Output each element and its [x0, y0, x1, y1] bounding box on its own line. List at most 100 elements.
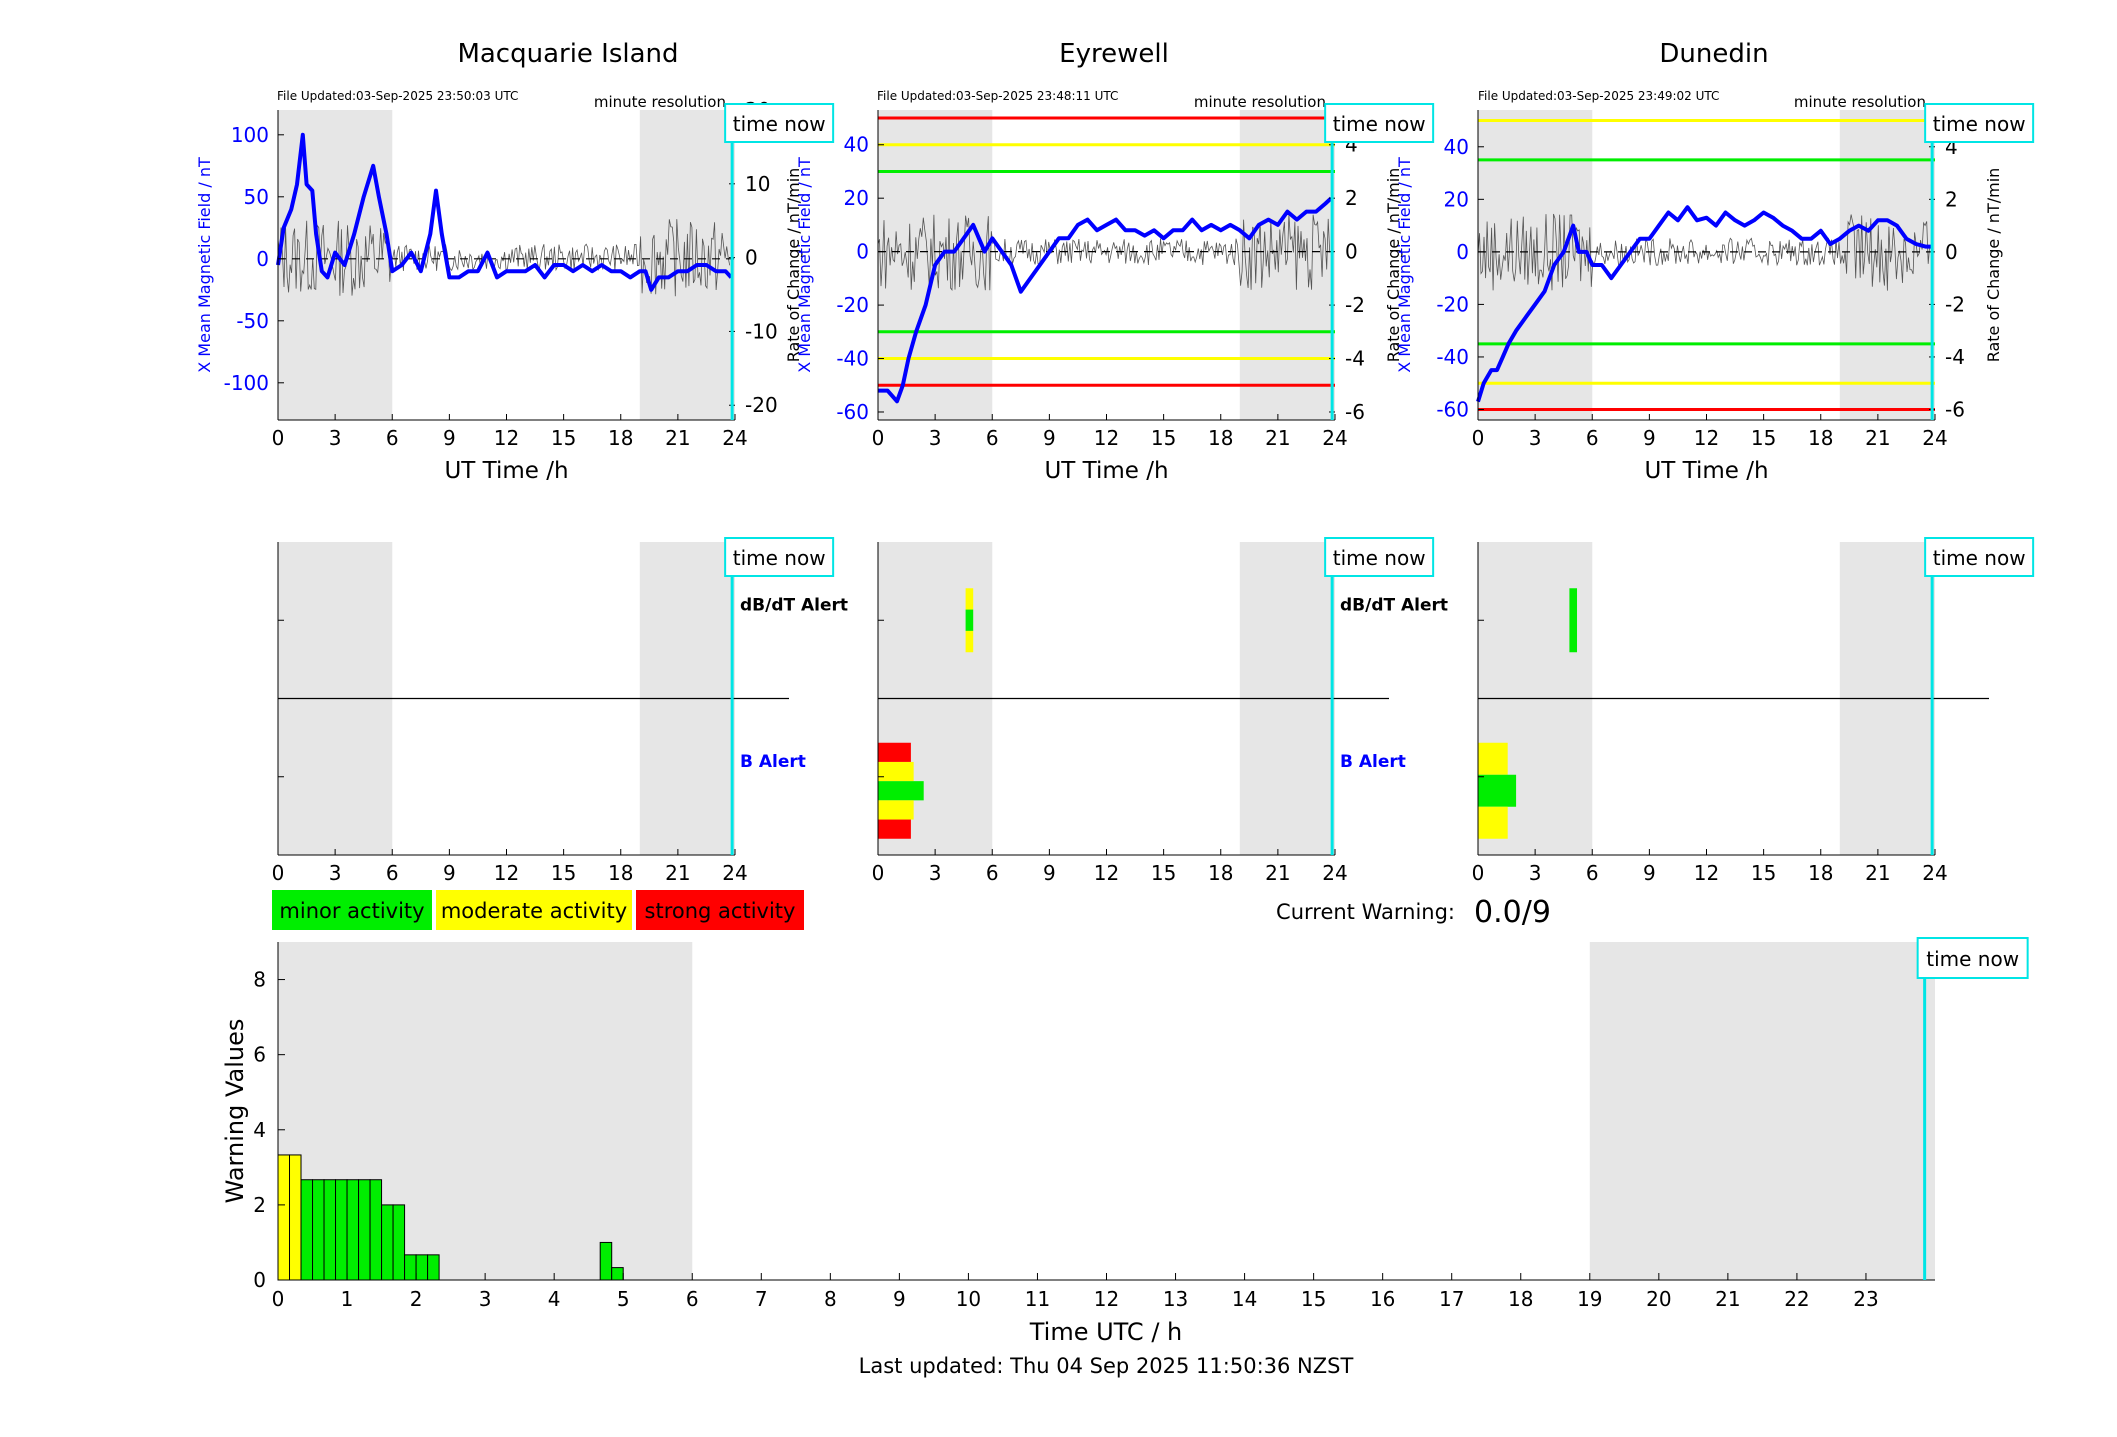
warning-bar [312, 1179, 325, 1281]
y-tick-label: 8 [253, 968, 266, 992]
warning-bar [392, 1204, 406, 1281]
x-tick-label: 1 [341, 1287, 354, 1311]
x-tick-label: 12 [1094, 861, 1119, 885]
y-tick-label: -100 [224, 371, 269, 395]
x-tick-label: 6 [386, 861, 399, 885]
x-tick-label: 21 [665, 861, 690, 885]
warning-x-label: Time UTC / h [1029, 1318, 1183, 1346]
y2-tick-label: 2 [1345, 186, 1358, 210]
last-updated-footer: Last updated: Thu 04 Sep 2025 11:50:36 N… [859, 1354, 1354, 1378]
x-tick-label: 11 [1025, 1287, 1050, 1311]
x-tick-label: 24 [1322, 426, 1347, 450]
warning-bar [289, 1154, 302, 1281]
panel-dunedin: Dunedin File Updated:03-Sep-2025 23:49:0… [1395, 39, 2035, 885]
x-tick-label: 15 [1301, 1287, 1326, 1311]
current-warning: Current Warning: 0.0/9 [1276, 895, 1551, 930]
time-now-box [1324, 103, 1435, 143]
x-tick-label: 3 [329, 861, 342, 885]
x-tick-label: 23 [1853, 1287, 1878, 1311]
x-tick-label: 13 [1163, 1287, 1188, 1311]
x-tick-label: 18 [1508, 1287, 1533, 1311]
b-alert-block [878, 819, 911, 839]
y2-tick-label: -4 [1345, 347, 1365, 371]
warning-bar [346, 1179, 360, 1281]
y-axis-left-label: X Mean Magnetic Field / nT [795, 157, 814, 373]
x-tick-label: 21 [1865, 861, 1890, 885]
legend-swatch-strong [636, 890, 804, 930]
x-tick-label: 17 [1439, 1287, 1464, 1311]
activity-macquarie: 0 3 6 9 12 15 18 21 24 dB/dT Alert B Alert time now [272, 537, 848, 885]
x-tick-label: 5 [617, 1287, 630, 1311]
y-tick-label: -40 [836, 347, 869, 371]
x-tick-label: 21 [1265, 861, 1290, 885]
y-tick-label: 50 [244, 185, 269, 209]
x-tick-label: 12 [494, 861, 519, 885]
x-tick-label: 9 [1043, 861, 1056, 885]
x-tick-label: 10 [956, 1287, 981, 1311]
x-tick-label: 15 [551, 861, 576, 885]
y2-tick-label: -2 [1945, 292, 1965, 316]
x-tick-label: 6 [386, 426, 399, 450]
x-tick-label: 15 [1151, 861, 1176, 885]
x-tick-label: 0 [1472, 426, 1485, 450]
warning-bar [369, 1179, 383, 1281]
warning-bar [300, 1179, 314, 1281]
chart-field-dunedin: 0 3 6 9 12 15 18 21 24-60-40-2002040-6-4-2024UT … [1395, 103, 2035, 484]
x-tick-label: 3 [1529, 426, 1542, 450]
b-alert-block [1478, 774, 1517, 807]
y2-tick-label: -6 [1945, 397, 1965, 421]
b-alert-block [878, 761, 914, 782]
time-now-box [1916, 937, 2029, 979]
y-tick-label: 40 [844, 133, 869, 157]
x-tick-label: 9 [443, 861, 456, 885]
dbdt-alert-label: dB/dT Alert [740, 595, 848, 615]
activity-dunedin: 0 3 6 9 12 15 18 21 24 time now [1472, 537, 2035, 885]
x-tick-label: 18 [1808, 426, 1833, 450]
y-tick-label: -60 [836, 400, 869, 424]
y2-tick-label: -10 [745, 319, 778, 343]
x-axis-label: UT Time /h [444, 458, 568, 484]
time-now-label: time now [1926, 947, 2019, 971]
chart-title-macquarie: Macquarie Island [457, 39, 678, 69]
x-tick-label: 15 [1751, 861, 1776, 885]
time-now-label: time now [1333, 546, 1426, 570]
warning-bar [404, 1254, 417, 1281]
rate-of-change-series [1477, 213, 1931, 291]
panel-macquarie: Macquarie Island File Updated:03-Sep-202… [195, 39, 848, 885]
x-tick-label: 4 [548, 1287, 561, 1311]
x-tick-label: 0 [272, 426, 285, 450]
x-tick-label: 16 [1370, 1287, 1395, 1311]
x-tick-label: 18 [608, 426, 633, 450]
x-tick-label: 3 [479, 1287, 492, 1311]
x-tick-label: 6 [986, 861, 999, 885]
x-tick-label: 6 [986, 426, 999, 450]
x-tick-label: 22 [1784, 1287, 1809, 1311]
night-shade-1 [639, 110, 735, 420]
x-tick-label: 7 [755, 1287, 768, 1311]
time-now-label: time now [733, 112, 826, 136]
dbdt-alert-block [965, 609, 974, 631]
warning-y-label: Warning Values [221, 1019, 249, 1204]
x-tick-label: 0 [872, 861, 885, 885]
x-tick-label: 3 [329, 426, 342, 450]
y-tick-label: 40 [1444, 135, 1469, 159]
time-now-label: time now [1933, 546, 2026, 570]
warning-bar [358, 1179, 371, 1281]
x-tick-label: 21 [1865, 426, 1890, 450]
x-tick-label: 24 [722, 426, 747, 450]
y-tick-label: 0 [1456, 240, 1469, 264]
x-tick-label: 9 [1043, 426, 1056, 450]
time-now-box [1924, 103, 2035, 143]
y2-tick-label: 2 [1945, 187, 1958, 211]
x-tick-label: 24 [1922, 861, 1947, 885]
legend-label-minor: minor activity [279, 899, 424, 923]
x-tick-label: 18 [1808, 861, 1833, 885]
field-series-0 [1476, 205, 1932, 403]
x-tick-label: 15 [551, 426, 576, 450]
x-tick-label: 15 [1151, 426, 1176, 450]
legend-swatch-moderate [436, 890, 632, 930]
y-tick-label: 0 [256, 247, 269, 271]
y2-tick-label: -2 [1345, 293, 1365, 317]
b-alert-label: B Alert [1340, 752, 1406, 772]
x-tick-label: 9 [1643, 426, 1656, 450]
